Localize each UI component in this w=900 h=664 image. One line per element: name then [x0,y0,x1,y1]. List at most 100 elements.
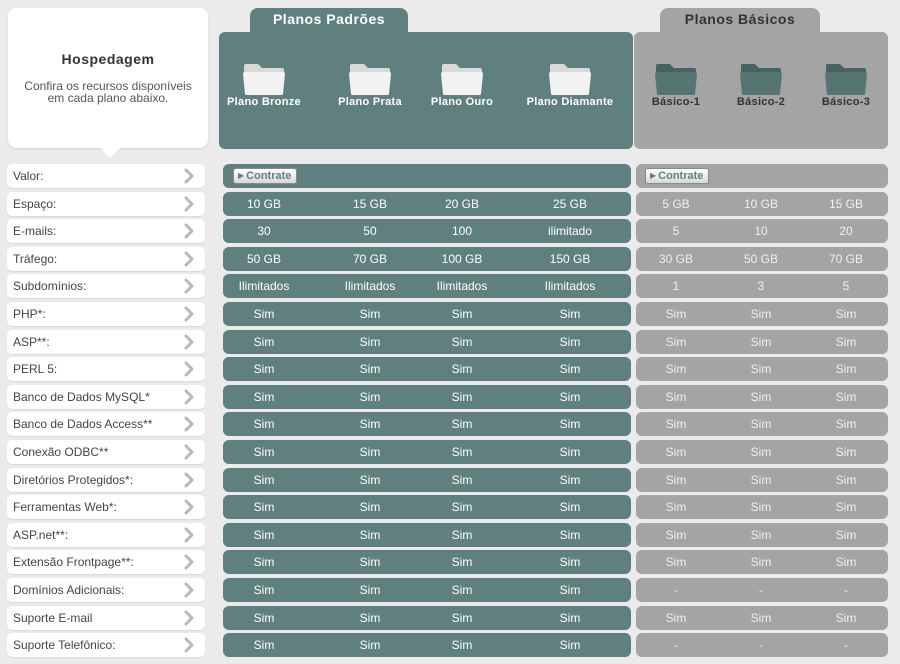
folder-icon [825,64,867,95]
feature-label: Conexão ODBC** [13,445,109,459]
table-cell: Sim [750,527,772,542]
table-cell: Sim [835,610,857,625]
table-cell: 3 [757,279,765,294]
contrate-button[interactable]: ▶ Contrate [645,168,710,184]
table-cell: ilimitado [547,224,592,239]
table-cell: Ilimitados [436,279,488,294]
feature-label-cell[interactable]: ASP.net**: [7,522,205,547]
feature-label: PERL 5: [13,362,58,377]
table-cell: Sim [451,638,473,653]
row-bar-padroes [223,191,631,216]
chevron-right-icon [184,554,194,570]
table-cell: 30 [257,224,271,239]
table-cell: Sim [359,334,381,349]
row-bar-padroes [223,633,631,658]
table-cell: Sim [451,555,473,570]
table-cell: Sim [559,472,581,487]
feature-label-cell[interactable]: Suporte E-mail [7,605,205,630]
table-cell: Sim [559,527,581,542]
feature-label-cell[interactable]: PERL 5: [7,357,205,382]
table-cell: Sim [665,527,687,542]
feature-label-cell[interactable]: Valor: [7,164,205,188]
feature-label-cell[interactable]: Tráfego: [7,246,205,271]
feature-label-cell[interactable]: Banco de Dados MySQL* [7,384,205,409]
table-cell: Sim [359,307,381,321]
table-cell: Sim [665,334,687,349]
feature-label: Extensão Frontpage**: [13,555,134,570]
table-row: Banco de Dados MySQL* Sim Sim Sim Sim Sim Sim S… [0,384,900,409]
table-cell: 70 GB [828,251,864,266]
plan-header: Básico-2 [719,32,803,149]
table-cell: Sim [359,445,381,459]
feature-label-cell[interactable]: Espaço: [7,191,205,216]
table-cell: 5 [672,224,680,239]
feature-label-cell[interactable]: Banco de Dados Access** [7,412,205,437]
table-cell: Ilimitados [544,279,596,294]
feature-label-cell[interactable]: PHP*: [7,302,205,326]
table-row: Diretórios Protegidos*: Sim Sim Sim Sim Sim Si… [0,467,900,492]
table-cell: Sim [665,307,687,321]
table-cell: Sim [559,500,581,515]
chevron-right-icon [184,416,194,432]
table-cell: Sim [665,389,687,404]
table-row: E-mails: 30 50 100 ilimitado 5 10 20 [0,219,900,244]
table-cell: Sim [665,610,687,625]
table-cell: Sim [451,362,473,377]
table-cell: Sim [835,389,857,404]
feature-label-cell[interactable]: Conexão ODBC** [7,440,205,464]
info-box: Hospedagem Confira os recursos disponíve… [8,8,208,158]
table-cell: - [759,638,763,653]
row-bar-basicos [636,440,888,464]
table-cell: Sim [359,500,381,515]
chevron-right-icon [184,610,194,626]
feature-label-cell[interactable]: Diretórios Protegidos*: [7,467,205,492]
chevron-right-icon [184,389,194,405]
table-cell: - [759,583,763,597]
table-cell: Sim [750,555,772,570]
chevron-right-icon [184,444,194,460]
chevron-right-icon [184,499,194,515]
table-cell: Sim [359,362,381,377]
table-row: Ferramentas Web*: Sim Sim Sim Sim Sim Sim Sim [0,495,900,520]
folder-icon [549,64,591,95]
feature-label-cell[interactable]: ASP**: [7,329,205,354]
table-cell: Sim [359,417,381,432]
table-cell: Sim [451,445,473,459]
chevron-right-icon [184,168,194,184]
table-cell: Sim [750,417,772,432]
table-cell: Sim [253,472,275,487]
feature-label-cell[interactable]: Ferramentas Web*: [7,495,205,520]
table-row: PERL 5: Sim Sim Sim Sim Sim Sim Sim [0,357,900,382]
row-bar-padroes [223,550,631,575]
feature-label-cell[interactable]: Subdomínios: [7,274,205,299]
table-cell: 5 [842,279,850,294]
chevron-right-icon [184,637,194,653]
table-cell: Sim [750,334,772,349]
row-bar-padroes [223,522,631,547]
table-cell: 10 [754,224,768,239]
table-cell: Sim [750,445,772,459]
table-cell: 50 GB [743,251,779,266]
table-cell: 20 GB [444,196,480,211]
table-cell: - [844,638,848,653]
feature-label-cell[interactable]: Extensão Frontpage**: [7,550,205,575]
feature-label: Suporte E-mail [13,610,93,625]
contrate-button[interactable]: ▶ Contrate [233,168,298,184]
feature-label: Tráfego: [13,251,58,266]
feature-label-cell[interactable]: Suporte Telefônico: [7,633,205,658]
row-bar-basicos [636,467,888,492]
table-row: Espaço: 10 GB 15 GB 20 GB 25 GB 5 GB 10 GB 15 G… [0,191,900,216]
table-cell: Sim [835,500,857,515]
table-cell: 100 [451,224,473,239]
feature-label-cell[interactable]: Domínios Adicionais: [7,578,205,602]
tab-planos-padroes: Planos Padrões [250,8,408,34]
feature-label-cell[interactable]: E-mails: [7,219,205,244]
table-cell: Sim [359,610,381,625]
table-cell: - [674,583,678,597]
page-description: Confira os recursos disponíveis em cada … [24,79,192,105]
table-cell: Sim [359,389,381,404]
table-cell: 15 GB [352,196,388,211]
table-cell: Sim [750,307,772,321]
table-cell: Sim [253,583,275,597]
row-bar-basicos [636,329,888,354]
